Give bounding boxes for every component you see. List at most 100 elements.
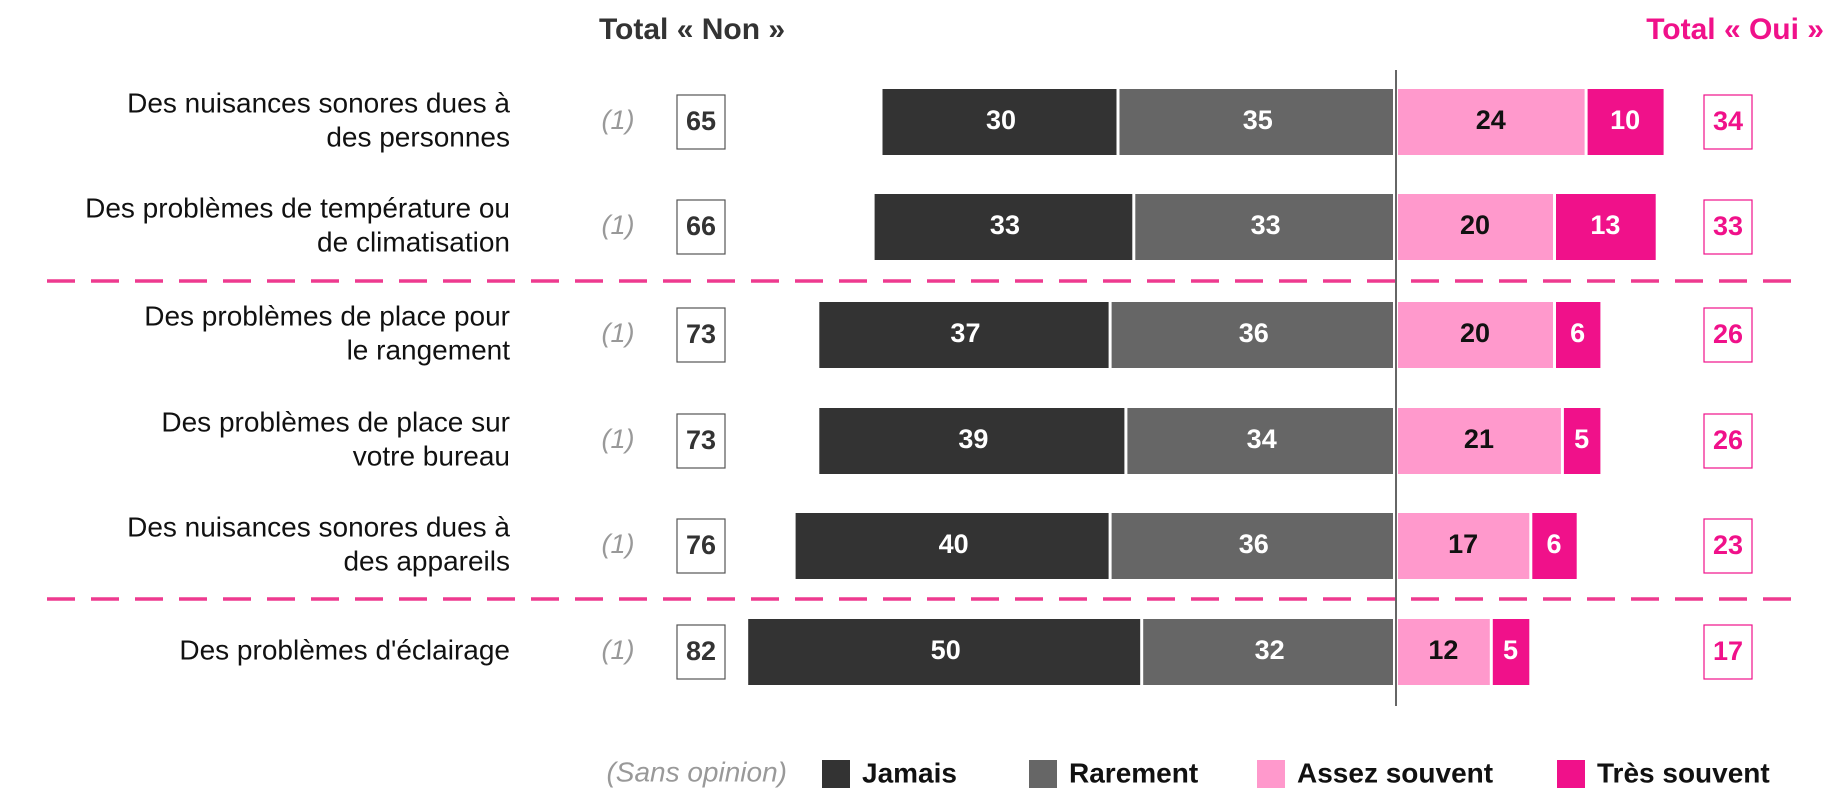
legend-label: Rarement [1069,757,1198,788]
category-label: votre bureau [353,440,510,471]
bar-segment [748,619,1141,685]
category-label: Des problèmes de place sur [161,406,510,437]
value-label: 24 [1476,105,1506,135]
value-label: 33 [1251,210,1281,240]
category-label: Des problèmes d'éclairage [179,634,510,665]
bar-segment [1111,302,1393,368]
note-legend: (Sans opinion) [606,756,787,787]
bar-segment [1398,89,1585,155]
right-total-box [1703,199,1753,255]
bar-segment [795,513,1109,579]
bar-segment [1398,302,1553,368]
value-label: 34 [1247,424,1277,454]
value-label: 6 [1570,318,1585,348]
value-label: 12 [1428,635,1458,665]
left-total: 76 [686,530,716,560]
category-label: de climatisation [317,226,510,257]
value-label: 10 [1610,105,1640,135]
category-label: Des problèmes de place pour [144,300,510,331]
value-label: 6 [1546,529,1561,559]
value-label: 5 [1574,424,1589,454]
legend-swatch [1557,760,1585,788]
legend-label: Jamais [862,757,957,788]
bar-segment [1398,194,1553,260]
category-label: Des nuisances sonores dues à [127,87,510,118]
bar-segment [1532,513,1577,579]
legend-swatch [1029,760,1057,788]
row-note: (1) [602,424,635,454]
bar-segment [1398,408,1561,474]
legend-label: Assez souvent [1297,757,1493,788]
bar-segment [1135,194,1393,260]
left-total-box [676,199,726,255]
left-total: 73 [686,319,716,349]
legend-swatch [822,760,850,788]
left-total-box [676,307,726,363]
row-note: (1) [602,529,635,559]
category-label: Des nuisances sonores dues à [127,511,510,542]
value-label: 40 [939,529,969,559]
value-label: 33 [990,210,1020,240]
value-label: 13 [1590,210,1620,240]
row-note: (1) [602,210,635,240]
right-total: 26 [1713,319,1743,349]
bar-segment [1556,194,1656,260]
right-total: 34 [1713,106,1743,136]
legend-label: Très souvent [1597,757,1770,788]
right-total: 33 [1713,211,1743,241]
bar-segment [874,194,1133,260]
value-label: 32 [1255,635,1285,665]
bar-segment [1119,89,1393,155]
value-label: 17 [1448,529,1478,559]
left-total-title: Total « Non » [599,13,785,46]
category-label: des personnes [326,121,510,152]
row-note: (1) [602,105,635,135]
left-total-box [676,94,726,150]
value-label: 5 [1503,635,1518,665]
right-total: 23 [1713,530,1743,560]
right-total-title: Total « Oui » [1646,13,1824,46]
bar-segment [882,89,1117,155]
left-total-box [676,413,726,469]
left-total-box [676,624,726,680]
row-note: (1) [602,635,635,665]
row-note: (1) [602,318,635,348]
left-total: 82 [686,636,716,666]
left-total: 65 [686,106,716,136]
bar-segment [1111,513,1393,579]
bar-segment [819,408,1125,474]
bar-segment [1127,408,1393,474]
value-label: 30 [986,105,1016,135]
right-total: 26 [1713,425,1743,455]
bar-segment [819,302,1109,368]
right-total-box [1703,518,1753,574]
left-total: 73 [686,425,716,455]
category-label: le rangement [347,334,511,365]
category-label: Des problèmes de température ou [85,192,510,223]
bar-segment [1398,513,1530,579]
right-total-box [1703,94,1753,150]
value-label: 50 [931,635,961,665]
right-total-box [1703,307,1753,363]
left-total-box [676,518,726,574]
bar-segment [1556,302,1601,368]
value-label: 21 [1464,424,1494,454]
left-total: 66 [686,211,716,241]
value-label: 20 [1460,210,1490,240]
bar-segment [1587,89,1664,155]
category-label: des appareils [343,545,510,576]
bar-segment [1492,619,1530,685]
bar-segment [1563,408,1601,474]
value-label: 39 [958,424,988,454]
legend-swatch [1257,760,1285,788]
bar-segment [1143,619,1393,685]
value-label: 35 [1243,105,1273,135]
bar-segment [1398,619,1490,685]
value-label: 36 [1239,318,1269,348]
value-label: 37 [950,318,980,348]
right-total-box [1703,624,1753,680]
value-label: 36 [1239,529,1269,559]
right-total: 17 [1713,636,1743,666]
right-total-box [1703,413,1753,469]
